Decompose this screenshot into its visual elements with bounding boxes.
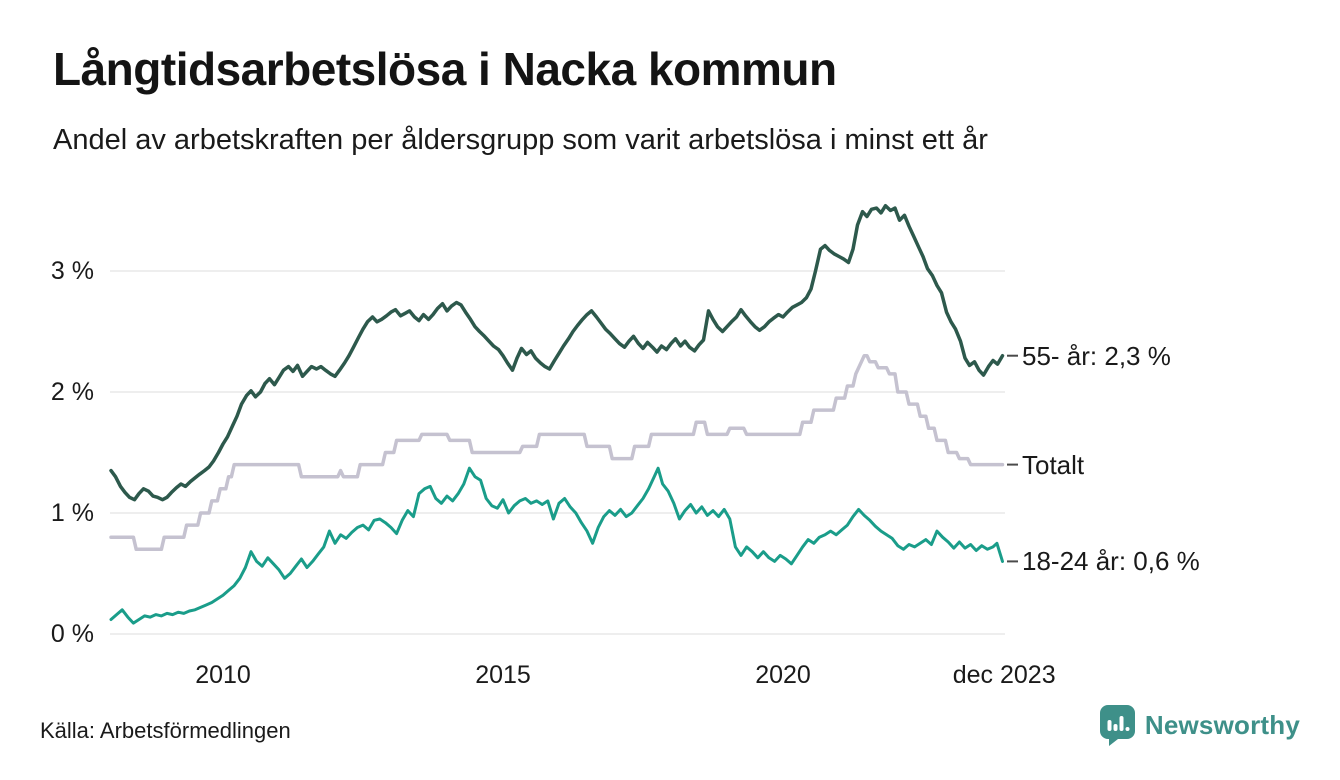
- bar-2: [1113, 724, 1118, 731]
- series-end-label-0: Totalt: [1022, 449, 1085, 480]
- series-end-label-1: 18-24 år: 0,6 %: [1022, 546, 1200, 577]
- series-line-2: [109, 203, 1005, 502]
- exclamation-dot: [1125, 727, 1130, 731]
- y-tick-label-2: 2 %: [50, 378, 94, 406]
- bar-1: [1107, 720, 1112, 731]
- chart-subtitle: Andel av arbetskraften per åldersgrupp s…: [53, 124, 988, 156]
- newsworthy-wordmark: Newsworthy: [1144, 709, 1300, 740]
- newsworthy-logo: Newsworthy: [1099, 704, 1300, 746]
- source-note: Källa: Arbetsförmedlingen: [40, 718, 291, 743]
- bar-3: [1119, 716, 1124, 731]
- x-tick-label-1: 2015: [475, 661, 531, 689]
- y-tick-label-0: 0 %: [50, 620, 94, 648]
- series-line-1: [109, 466, 1004, 625]
- x-tick-label-0: 2010: [195, 661, 251, 689]
- speech-bubble-shape: [1099, 705, 1135, 746]
- x-tick-label-2: 2020: [755, 661, 811, 689]
- y-tick-label-3: 3 %: [50, 257, 94, 285]
- y-tick-label-1: 1 %: [50, 499, 94, 527]
- series-end-label-2: 55- år: 2,3 %: [1022, 340, 1171, 371]
- page-title: Långtidsarbetslösa i Nacka kommun: [53, 43, 837, 95]
- x-tick-label-3: dec 2023: [952, 661, 1056, 689]
- series-line-0: [109, 353, 1005, 552]
- newsworthy-icon: [1099, 705, 1135, 746]
